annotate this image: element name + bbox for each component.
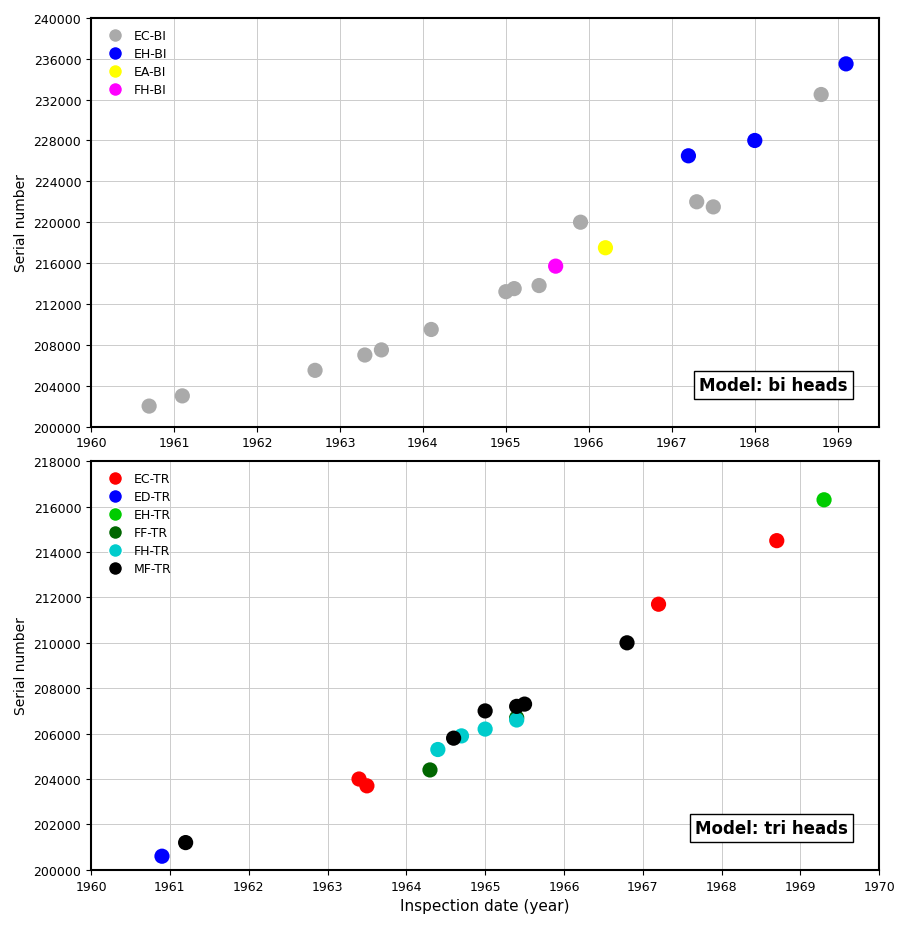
Point (357, 349, 372, 363)
Y-axis label: Serial number: Serial number (14, 174, 28, 272)
Point (574, 216, 588, 231)
Point (424, 323, 438, 337)
Point (454, 729, 469, 743)
Point (651, 597, 665, 612)
Point (817, 493, 832, 508)
Point (499, 285, 514, 299)
Point (509, 699, 524, 714)
Point (532, 279, 546, 294)
Point (360, 779, 375, 794)
Point (175, 389, 190, 404)
Point (620, 636, 634, 651)
Text: Model: bi heads: Model: bi heads (699, 376, 848, 394)
Legend: EC-BI, EH-BI, EA-BI, FH-BI: EC-BI, EH-BI, EA-BI, FH-BI (97, 25, 172, 102)
Point (431, 743, 445, 757)
Point (509, 713, 524, 728)
Point (706, 200, 721, 215)
Point (770, 534, 784, 549)
Text: Model: tri heads: Model: tri heads (694, 819, 848, 837)
Point (598, 241, 613, 256)
Legend: EC-TR, ED-TR, EH-TR, FF-TR, FH-TR, MF-TR: EC-TR, ED-TR, EH-TR, FF-TR, FH-TR, MF-TR (97, 468, 176, 581)
Point (517, 697, 532, 712)
Y-axis label: Serial number: Serial number (14, 616, 28, 715)
X-axis label: Inspection date (year): Inspection date (year) (400, 898, 570, 913)
Point (839, 57, 854, 72)
Point (814, 88, 828, 103)
Point (308, 363, 323, 378)
Point (446, 731, 461, 746)
Point (689, 196, 704, 210)
Point (375, 343, 389, 358)
Point (507, 282, 522, 297)
Point (423, 763, 437, 778)
Point (478, 722, 493, 737)
Point (478, 704, 493, 718)
Point (178, 835, 193, 850)
Point (352, 772, 366, 787)
Point (142, 400, 156, 414)
Point (509, 710, 524, 725)
Point (155, 849, 169, 864)
Point (548, 260, 563, 274)
Point (681, 149, 695, 164)
Point (747, 133, 762, 148)
